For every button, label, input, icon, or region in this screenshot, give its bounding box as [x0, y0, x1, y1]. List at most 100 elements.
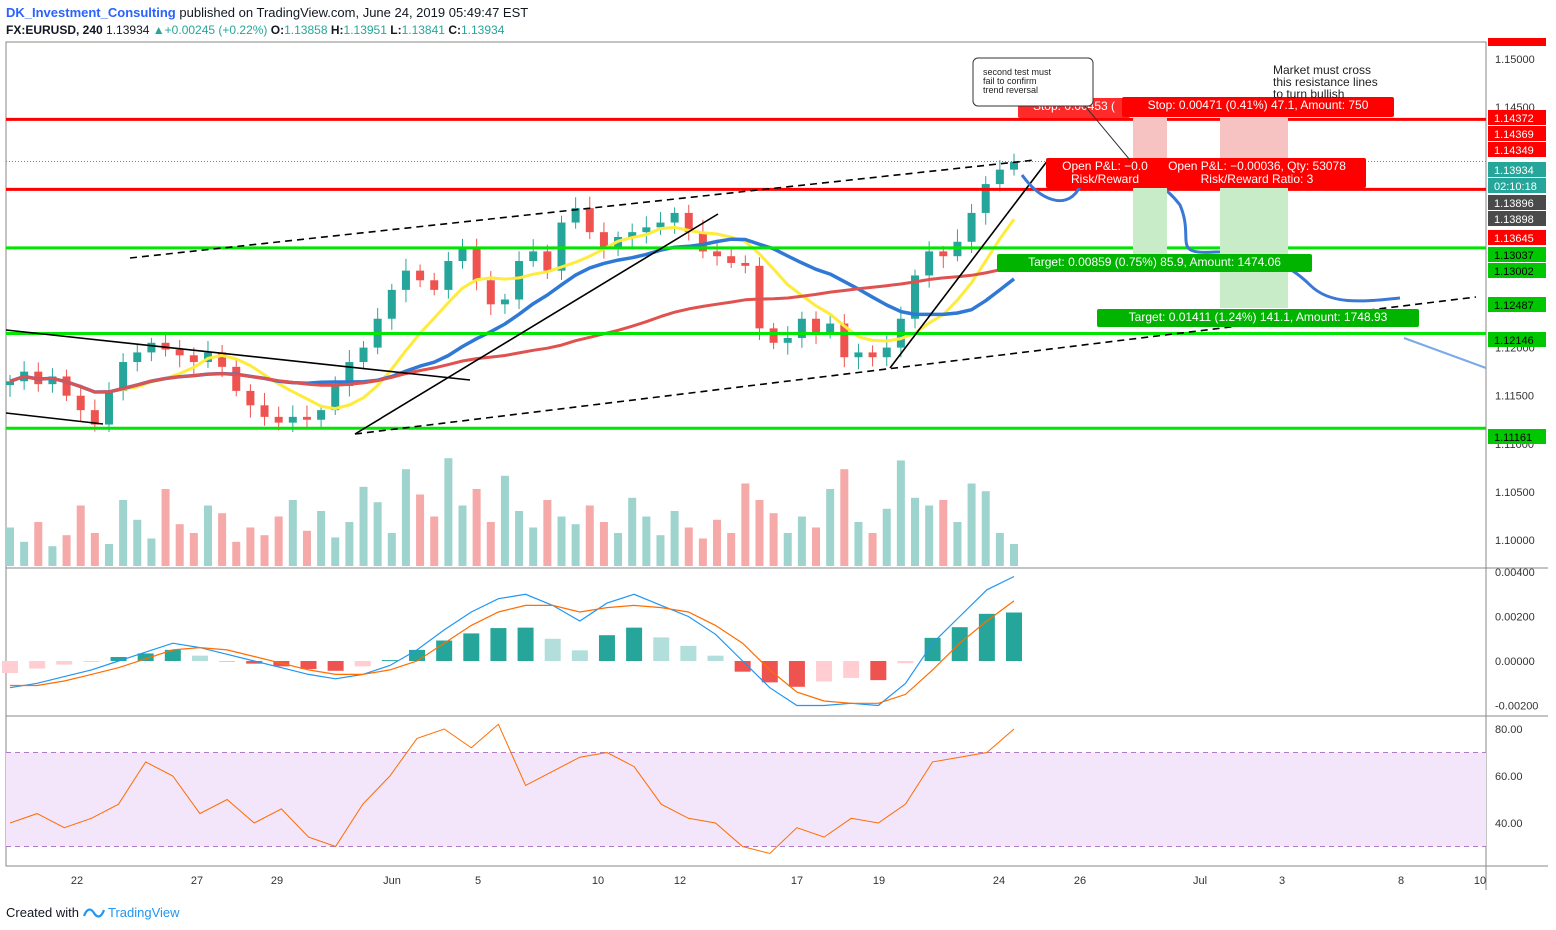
price-badge-label: 1.12146 — [1494, 335, 1534, 347]
volume-bar — [472, 489, 481, 566]
volume-bar — [260, 535, 269, 566]
candle — [911, 275, 920, 319]
note-text: this resistance lines — [1273, 75, 1378, 89]
candle — [218, 352, 227, 367]
pnl-label-left-text: Risk/Reward — [1071, 172, 1139, 186]
symbol-label[interactable]: FX:EURUSD, 240 — [6, 23, 103, 37]
candle — [882, 347, 891, 358]
candle — [939, 251, 948, 257]
channel-line — [129, 159, 1036, 259]
volume-bar — [90, 533, 99, 566]
pnl-label-right-text: Open P&L: −0.00036, Qty: 53078 — [1168, 159, 1346, 173]
author-link[interactable]: DK_Investment_Consulting — [6, 5, 176, 20]
signal-line — [10, 600, 1015, 704]
time-tick-label: Jun — [383, 875, 401, 887]
volume-bar — [571, 524, 580, 566]
volume-bar — [359, 486, 368, 566]
price-badge-label: 1.14369 — [1494, 129, 1534, 141]
candle — [104, 390, 113, 425]
macd-hist-bar — [571, 650, 588, 661]
change-arrow-icon: ▲ — [152, 23, 165, 37]
macd-hist-bar — [300, 661, 317, 670]
candle — [232, 366, 241, 391]
high-label: H: — [330, 23, 344, 37]
projection-tail — [1403, 337, 1487, 369]
candle — [515, 261, 524, 300]
candle — [119, 362, 128, 391]
ema-fast-line — [9, 218, 1016, 411]
candle — [995, 169, 1004, 185]
volume-bar — [20, 541, 29, 566]
macd-hist-bar — [978, 613, 995, 661]
volume-bar — [218, 513, 227, 566]
candle — [274, 416, 283, 423]
trend-line — [5, 329, 471, 381]
volume-bar — [713, 519, 722, 566]
volume-bar — [896, 460, 905, 566]
volume-bar — [812, 527, 821, 566]
candle — [260, 405, 269, 417]
candle — [797, 318, 806, 338]
volume-bar — [925, 505, 934, 566]
candle — [189, 355, 198, 363]
volume-bar — [515, 511, 524, 566]
candle — [76, 395, 85, 411]
trend-line — [5, 412, 104, 425]
volume-bar — [317, 511, 326, 566]
volume-bar — [614, 533, 623, 566]
candle — [6, 381, 14, 386]
time-tick-label: 24 — [993, 875, 1005, 887]
macd-hist-bar — [29, 661, 46, 669]
price-badge-label: 1.13896 — [1494, 198, 1534, 210]
volume-bar — [797, 516, 806, 566]
target-label-1-text: Target: 0.00859 (0.75%) 85.9, Amount: 14… — [1028, 255, 1281, 269]
candle — [543, 251, 552, 271]
candle — [401, 270, 410, 290]
volume-bar — [62, 535, 71, 566]
volume-bar — [500, 475, 509, 566]
rsi-line — [9, 723, 1015, 855]
target-label-2-text: Target: 0.01411 (1.24%) 141.1, Amount: 1… — [1129, 310, 1388, 324]
time-tick-label: 22 — [71, 875, 83, 887]
rsi-tick-label: 40.00 — [1495, 818, 1523, 830]
volume-bar — [911, 497, 920, 566]
volume-bar — [34, 522, 43, 566]
volume-bar — [274, 516, 283, 566]
candle — [359, 347, 368, 363]
time-tick-label: 19 — [873, 875, 885, 887]
tradingview-brand[interactable]: TradingView — [107, 905, 180, 920]
close-label: C: — [448, 23, 461, 37]
price-badge — [1488, 126, 1546, 141]
last-price: 1.13934 — [106, 23, 150, 37]
candle — [755, 265, 764, 329]
callout-text: second test must — [983, 67, 1052, 77]
pnl-label-right-box — [1148, 158, 1366, 188]
target-label-2-box — [1097, 309, 1419, 327]
candle — [670, 212, 679, 223]
candle — [500, 299, 509, 305]
rsi-band — [6, 752, 1486, 847]
open-value: 1.13858 — [284, 23, 328, 37]
candle — [90, 410, 99, 425]
stop-label-right-text: Stop: 0.00471 (0.41%) 47.1, Amount: 750 — [1148, 98, 1369, 112]
price-badge — [1488, 211, 1546, 226]
candle — [302, 416, 311, 420]
candle — [430, 280, 439, 290]
macd-hist-bar — [598, 635, 615, 661]
ema-slow-line — [9, 265, 1015, 394]
volume-bar — [444, 458, 453, 566]
callout-pointer — [1084, 105, 1131, 161]
candle — [642, 227, 651, 233]
pnl-label-right-text: Risk/Reward Ratio: 3 — [1201, 172, 1314, 186]
candle — [458, 246, 467, 262]
price-tick-label: 1.15000 — [1495, 54, 1535, 66]
time-tick-label: 3 — [1279, 875, 1285, 887]
pnl-label-left-text: Open P&L: −0.0 — [1062, 159, 1148, 173]
price-badge — [1488, 230, 1546, 245]
macd-line — [9, 575, 1015, 707]
volume-bar — [203, 505, 212, 566]
macd-hist-bar — [951, 627, 968, 661]
volume-bar — [670, 511, 679, 566]
ohlc-legend: FX:EURUSD, 240 1.13934 ▲+0.00245 (+0.22%… — [6, 23, 504, 37]
